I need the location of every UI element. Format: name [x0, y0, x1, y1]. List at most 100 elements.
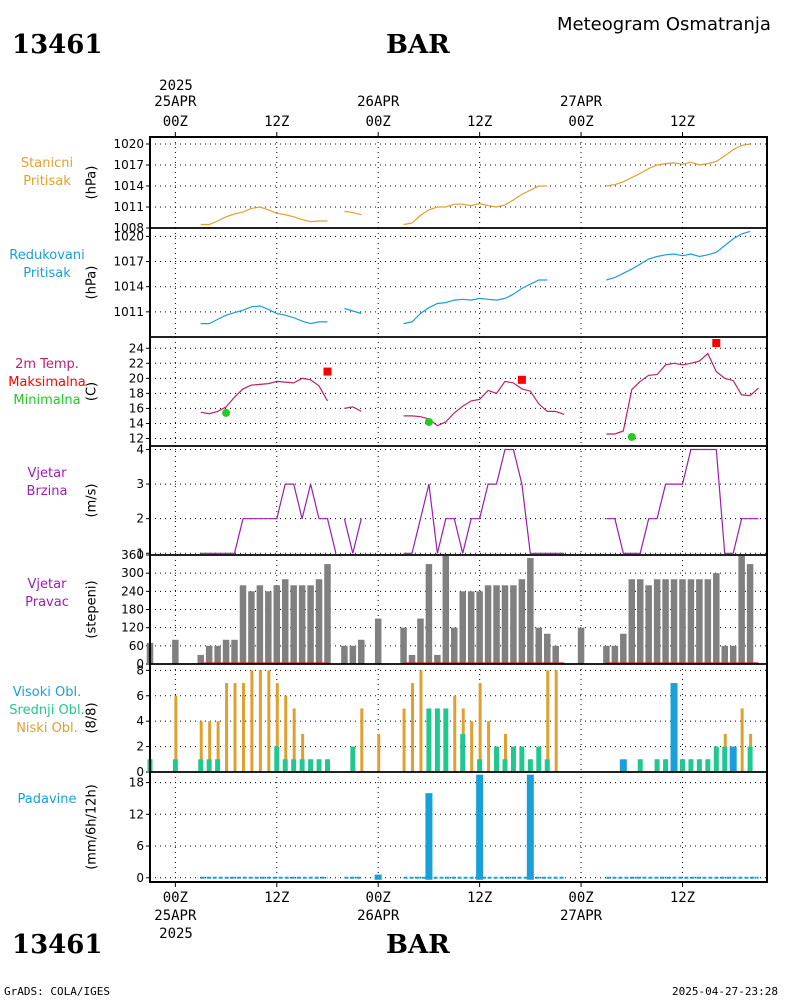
mid-cloud-bar — [688, 759, 694, 772]
wind-direction-bar — [417, 618, 424, 664]
reduced-pressure-series-line — [403, 279, 548, 325]
top-tick-date: 26APR — [357, 94, 400, 110]
mid-cloud-bar — [510, 746, 516, 772]
mid-cloud-bar — [696, 759, 702, 772]
temperature-series-line — [200, 377, 329, 415]
top-tick-hour: 00Z — [568, 114, 594, 130]
timestamp-text: 2025-04-27-23:28 — [672, 985, 778, 998]
wind-direction-bar — [738, 555, 745, 664]
mid-cloud-bar — [274, 746, 280, 772]
mid-cloud-bar — [350, 746, 356, 772]
wind-speed-ytick-label: 2 — [136, 512, 144, 526]
wind-speed-label-line: Vjetar — [27, 466, 67, 481]
low-cloud-bar — [284, 695, 288, 772]
wind-direction-bar — [653, 579, 661, 664]
low-cloud-bar — [275, 683, 279, 772]
temperature-unit-label: (C) — [85, 382, 100, 401]
mid-cloud-bar — [713, 746, 719, 772]
low-cloud-bar — [241, 683, 245, 772]
bottom-tick-hour: 12Z — [669, 890, 696, 906]
wind-direction-bar — [679, 579, 686, 664]
temperature-ytick-label: 18 — [129, 386, 144, 400]
tmin-marker — [222, 408, 231, 417]
reduced-pressure-ytick-label: 1017 — [113, 255, 144, 269]
temperature-ytick-label: 24 — [129, 341, 144, 355]
bottom-tick-hour: 00Z — [365, 890, 391, 906]
mid-cloud-bar — [426, 708, 432, 772]
clouds-ytick-label: 0 — [136, 765, 144, 779]
wind-direction-bar — [493, 585, 500, 664]
wind-direction-bar — [442, 555, 450, 664]
mid-cloud-bar — [299, 759, 305, 772]
low-cloud-bar — [487, 721, 491, 772]
clouds-ytick-label: 4 — [136, 714, 144, 728]
wind-direction-bar — [307, 585, 314, 664]
high-cloud-bar — [670, 683, 678, 772]
wind-direction-bar — [645, 585, 652, 664]
precipitation-ytick-label: 12 — [129, 807, 144, 821]
station-id-top: 13461 — [12, 30, 103, 60]
wind-direction-bar — [670, 579, 678, 664]
clouds-label-line: Niski Obl. — [16, 721, 78, 736]
low-cloud-bar — [419, 670, 423, 772]
precipitation-unit-label: (mm/6h/12h) — [85, 784, 100, 870]
top-year: 2025 — [159, 78, 193, 94]
mid-cloud-bar — [722, 746, 728, 772]
wind-speed-series-line — [403, 448, 565, 554]
precipitation-ytick-label: 18 — [129, 776, 144, 790]
mid-cloud-bar — [460, 733, 466, 772]
precip-bar — [526, 774, 534, 880]
mid-cloud-bar — [308, 759, 314, 772]
wind-direction-bar — [620, 633, 627, 664]
low-cloud-bar — [453, 695, 457, 772]
tmax-marker — [712, 339, 721, 348]
wind-direction-bar — [628, 579, 636, 664]
reduced-pressure-label-line: Pritisak — [23, 266, 71, 281]
clouds-label-line: Visoki Obl. — [12, 685, 82, 700]
bottom-tick-date: 27APR — [559, 908, 603, 924]
precipitation-ytick-label: 0 — [136, 871, 144, 885]
low-cloud-bar — [470, 721, 474, 772]
top-tick-date: 25APR — [154, 94, 197, 110]
top-tick-date: 27APR — [559, 94, 603, 110]
low-cloud-bar — [478, 683, 482, 772]
wind-direction-bar — [721, 645, 728, 664]
low-cloud-bar — [503, 733, 507, 772]
wind-direction-bar — [704, 579, 712, 664]
precip-bar — [476, 774, 484, 880]
mid-cloud-bar — [663, 759, 669, 772]
high-cloud-bar — [619, 759, 627, 772]
temperature-ytick-label: 20 — [129, 371, 144, 385]
low-cloud-bar — [216, 721, 220, 772]
mid-cloud-bar — [443, 708, 449, 772]
station-pressure-ytick-label: 1017 — [113, 158, 144, 172]
reduced-pressure-label-line: Redukovani — [9, 248, 85, 263]
station-pressure-ytick-label: 1011 — [113, 200, 144, 214]
mid-cloud-bar — [494, 746, 500, 772]
wind-direction-bar — [636, 579, 644, 664]
station-pressure-series-line — [606, 143, 751, 187]
precipitation-frame — [149, 771, 768, 883]
mid-cloud-bar — [536, 746, 542, 772]
wind-direction-bar — [298, 585, 306, 664]
low-cloud-bar — [292, 708, 296, 772]
wind-direction-bar — [510, 585, 517, 664]
mid-cloud-bar — [747, 746, 753, 772]
low-cloud-bar — [250, 670, 254, 772]
low-cloud-bar — [411, 683, 415, 772]
wind-direction-bar — [535, 627, 543, 664]
temperature-ytick-label: 14 — [129, 416, 144, 430]
wind-direction-bar — [543, 633, 551, 664]
temperature-label-line: Maksimalna — [8, 375, 86, 390]
wind-direction-bar — [603, 645, 610, 664]
wind-direction-bar — [265, 591, 272, 664]
wind-direction-bar — [214, 645, 221, 664]
mid-cloud-bar — [705, 759, 711, 772]
low-cloud-bar — [546, 670, 550, 772]
wind-direction-bar — [687, 579, 695, 664]
bottom-year: 2025 — [159, 926, 193, 942]
wind-speed-series-line — [606, 448, 759, 554]
wind-direction-bar — [467, 591, 475, 664]
reduced-pressure-series-line — [606, 230, 751, 281]
